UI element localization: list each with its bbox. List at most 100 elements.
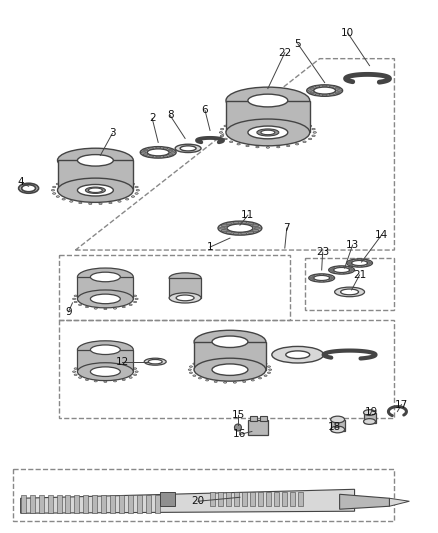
Ellipse shape bbox=[337, 272, 340, 274]
Ellipse shape bbox=[308, 90, 313, 91]
Ellipse shape bbox=[122, 363, 125, 365]
Ellipse shape bbox=[312, 135, 315, 136]
Ellipse shape bbox=[85, 290, 88, 292]
Ellipse shape bbox=[56, 196, 60, 197]
Ellipse shape bbox=[88, 188, 102, 192]
Ellipse shape bbox=[113, 289, 117, 290]
Bar bbox=[74, 495, 79, 513]
Ellipse shape bbox=[335, 287, 364, 297]
Ellipse shape bbox=[276, 146, 280, 148]
Ellipse shape bbox=[168, 154, 173, 156]
Ellipse shape bbox=[337, 266, 340, 268]
Ellipse shape bbox=[126, 181, 129, 182]
Bar bbox=[57, 160, 133, 190]
Ellipse shape bbox=[322, 85, 327, 87]
Ellipse shape bbox=[266, 147, 269, 148]
Ellipse shape bbox=[74, 301, 77, 303]
Ellipse shape bbox=[94, 308, 97, 309]
Ellipse shape bbox=[237, 120, 240, 122]
Text: 4: 4 bbox=[18, 177, 24, 187]
Ellipse shape bbox=[348, 271, 352, 272]
Ellipse shape bbox=[90, 272, 120, 282]
Ellipse shape bbox=[355, 265, 358, 266]
Text: 2: 2 bbox=[149, 114, 155, 124]
Bar bbox=[282, 492, 287, 506]
Ellipse shape bbox=[227, 224, 253, 232]
Ellipse shape bbox=[310, 277, 313, 279]
Bar bbox=[250, 416, 257, 421]
Ellipse shape bbox=[180, 146, 196, 151]
Ellipse shape bbox=[85, 187, 106, 193]
Ellipse shape bbox=[221, 230, 227, 231]
Ellipse shape bbox=[78, 304, 81, 305]
Text: 8: 8 bbox=[167, 110, 173, 120]
Ellipse shape bbox=[335, 87, 339, 89]
Ellipse shape bbox=[220, 128, 224, 130]
Ellipse shape bbox=[230, 141, 233, 143]
Ellipse shape bbox=[366, 261, 370, 262]
Ellipse shape bbox=[53, 193, 56, 195]
Text: 10: 10 bbox=[341, 28, 354, 38]
Ellipse shape bbox=[266, 117, 269, 118]
Ellipse shape bbox=[303, 122, 306, 124]
Ellipse shape bbox=[307, 85, 343, 96]
Ellipse shape bbox=[175, 144, 201, 152]
Bar bbox=[83, 495, 88, 513]
Text: 20: 20 bbox=[191, 496, 205, 506]
Polygon shape bbox=[389, 498, 410, 506]
Bar bbox=[331, 419, 345, 432]
Ellipse shape bbox=[94, 381, 97, 382]
Ellipse shape bbox=[251, 379, 254, 381]
Bar bbox=[226, 492, 231, 506]
Ellipse shape bbox=[323, 274, 327, 276]
Ellipse shape bbox=[113, 361, 117, 363]
Ellipse shape bbox=[176, 295, 194, 301]
Bar bbox=[137, 495, 142, 513]
Ellipse shape bbox=[233, 356, 237, 358]
Text: 17: 17 bbox=[395, 400, 408, 409]
Ellipse shape bbox=[170, 151, 175, 153]
Ellipse shape bbox=[129, 292, 132, 294]
Ellipse shape bbox=[90, 345, 120, 354]
Ellipse shape bbox=[268, 372, 271, 374]
Ellipse shape bbox=[243, 357, 246, 358]
Bar bbox=[110, 495, 115, 513]
Bar bbox=[260, 416, 267, 421]
Ellipse shape bbox=[118, 200, 121, 202]
Ellipse shape bbox=[79, 202, 82, 204]
Ellipse shape bbox=[214, 357, 217, 358]
Ellipse shape bbox=[311, 279, 315, 280]
Ellipse shape bbox=[286, 145, 290, 147]
Ellipse shape bbox=[247, 231, 254, 233]
Ellipse shape bbox=[272, 346, 324, 363]
Ellipse shape bbox=[104, 381, 107, 382]
Ellipse shape bbox=[310, 87, 314, 89]
Text: 9: 9 bbox=[65, 307, 72, 317]
Ellipse shape bbox=[19, 183, 39, 193]
Text: 12: 12 bbox=[116, 357, 129, 367]
Ellipse shape bbox=[329, 94, 334, 95]
Ellipse shape bbox=[251, 358, 254, 360]
Ellipse shape bbox=[314, 276, 330, 280]
Bar bbox=[119, 495, 124, 513]
Ellipse shape bbox=[348, 268, 352, 269]
Bar bbox=[155, 495, 160, 513]
Ellipse shape bbox=[314, 87, 336, 94]
Ellipse shape bbox=[258, 377, 261, 379]
Ellipse shape bbox=[264, 363, 267, 365]
Ellipse shape bbox=[268, 366, 271, 367]
Ellipse shape bbox=[295, 143, 299, 145]
Ellipse shape bbox=[53, 186, 56, 188]
Ellipse shape bbox=[70, 200, 73, 202]
Ellipse shape bbox=[104, 308, 107, 310]
Bar bbox=[39, 495, 43, 513]
Ellipse shape bbox=[193, 363, 196, 365]
Ellipse shape bbox=[346, 259, 372, 267]
Bar bbox=[218, 492, 223, 506]
Ellipse shape bbox=[303, 141, 306, 143]
Text: 18: 18 bbox=[328, 423, 341, 432]
Ellipse shape bbox=[253, 225, 259, 227]
Ellipse shape bbox=[332, 271, 335, 272]
Ellipse shape bbox=[188, 369, 191, 370]
Ellipse shape bbox=[99, 203, 102, 205]
